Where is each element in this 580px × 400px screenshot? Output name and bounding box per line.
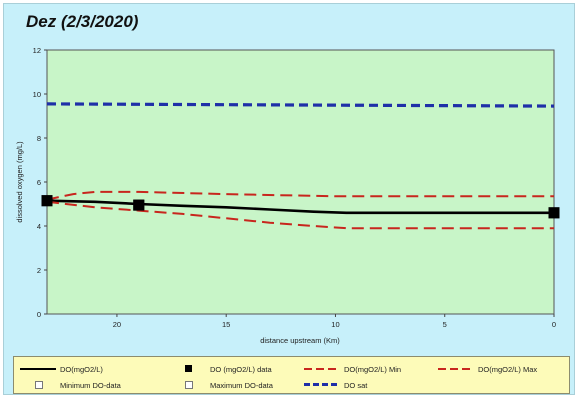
y-tick-label: 10: [33, 90, 41, 99]
legend-label-max-do-data: Maximum DO-data: [210, 380, 273, 390]
legend-item-do-sat: DO sat: [304, 379, 367, 391]
legend-label-do-sat: DO sat: [344, 380, 368, 390]
legend-label-do-data: DO (mgO2/L) data: [210, 364, 272, 374]
legend-item-do-max: DO(mgO2/L) Max: [438, 363, 537, 375]
chart-legend: DO(mgO2/L) DO (mgO2/L) data DO(mgO2/L) M…: [13, 356, 570, 394]
legend-swatch-min-do-data: [20, 380, 56, 390]
legend-swatch-do-sat: [304, 380, 340, 390]
legend-swatch-do-max: [438, 364, 474, 374]
series-layer: [41, 102, 560, 230]
legend-item-do-min: DO(mgO2/L) Min: [304, 363, 401, 375]
x-tick-label: 20: [113, 320, 121, 329]
legend-swatch-do-min: [304, 364, 340, 374]
chart-title: Dez (2/3/2020): [26, 12, 139, 31]
series-2-line: [46, 200, 554, 230]
legend-item-max-do-data: Maximum DO-data: [170, 379, 273, 391]
y-tick-label: 0: [37, 310, 41, 319]
y-axis-label: dissolved oxygen (mg/L): [15, 141, 24, 223]
y-tick-label: 2: [37, 266, 41, 275]
y-tick-label: 4: [37, 222, 41, 231]
y-tick-label: 6: [37, 178, 41, 187]
x-tick-label: 5: [443, 320, 447, 329]
series-0-line: [46, 199, 554, 215]
do-data-point: [41, 195, 53, 207]
series-3-line: [46, 190, 554, 201]
x-tick-label: 15: [222, 320, 230, 329]
legend-item-do-data: DO (mgO2/L) data: [170, 363, 272, 375]
legend-swatch-do-data: [170, 364, 206, 374]
y-tick-label: 8: [37, 134, 41, 143]
legend-swatch-do: [20, 364, 56, 374]
legend-label-do: DO(mgO2/L): [60, 364, 103, 374]
legend-item-min-do-data: Minimum DO-data: [20, 379, 121, 391]
x-axis-label: distance upstream (Km): [260, 336, 340, 345]
y-tick-label: 12: [33, 46, 41, 55]
plot-area: [46, 49, 555, 315]
axes: 0 2 4 6 8 10 12 20 15 10 5 0: [33, 46, 556, 329]
legend-item-do: DO(mgO2/L): [20, 363, 103, 375]
x-tick-label: 10: [331, 320, 339, 329]
do-data-point: [133, 199, 145, 211]
legend-label-do-min: DO(mgO2/L) Min: [344, 364, 402, 374]
x-tick-label: 0: [552, 320, 556, 329]
series-6-line: [46, 102, 555, 108]
legend-label-do-max: DO(mgO2/L) Max: [478, 364, 538, 374]
legend-label-min-do-data: Minimum DO-data: [60, 380, 121, 390]
legend-swatch-max-do-data: [170, 380, 206, 390]
do-data-point: [548, 207, 560, 219]
